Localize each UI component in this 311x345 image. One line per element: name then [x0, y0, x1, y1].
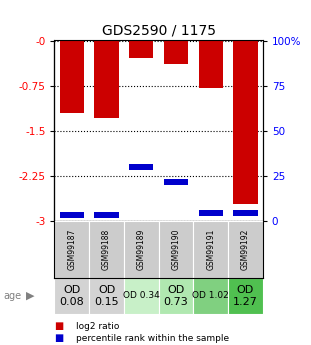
Text: GSM99191: GSM99191 — [206, 229, 215, 270]
Text: percentile rank within the sample: percentile rank within the sample — [76, 334, 229, 343]
Bar — [129, 164, 153, 170]
Text: GSM99189: GSM99189 — [137, 229, 146, 270]
Bar — [193, 278, 228, 314]
Bar — [124, 221, 159, 278]
Text: ▶: ▶ — [26, 291, 35, 301]
Bar — [94, 41, 119, 118]
Bar — [60, 41, 84, 113]
Bar — [228, 221, 263, 278]
Bar — [129, 41, 153, 58]
Text: ■: ■ — [54, 333, 64, 343]
Text: GSM99188: GSM99188 — [102, 229, 111, 270]
Text: GSM99190: GSM99190 — [171, 228, 180, 270]
Bar — [164, 41, 188, 64]
Bar — [198, 41, 223, 88]
Text: age: age — [3, 291, 21, 301]
Bar — [89, 278, 124, 314]
Bar — [159, 221, 193, 278]
Bar — [124, 278, 159, 314]
Bar — [164, 179, 188, 185]
Bar — [89, 221, 124, 278]
Bar — [198, 210, 223, 216]
Title: GDS2590 / 1175: GDS2590 / 1175 — [102, 23, 216, 38]
Text: OD
0.73: OD 0.73 — [164, 285, 188, 307]
Bar — [54, 278, 89, 314]
Bar — [228, 278, 263, 314]
Bar — [233, 41, 258, 204]
Bar — [54, 221, 89, 278]
Text: OD
0.15: OD 0.15 — [94, 285, 119, 307]
Bar — [193, 221, 228, 278]
Bar — [159, 278, 193, 314]
Bar — [60, 212, 84, 217]
Text: OD
1.27: OD 1.27 — [233, 285, 258, 307]
Text: log2 ratio: log2 ratio — [76, 322, 119, 331]
Text: GSM99187: GSM99187 — [67, 229, 76, 270]
Text: ■: ■ — [54, 321, 64, 331]
Text: OD 1.02: OD 1.02 — [192, 291, 229, 300]
Bar — [94, 212, 119, 217]
Text: OD 0.34: OD 0.34 — [123, 291, 160, 300]
Text: OD
0.08: OD 0.08 — [59, 285, 84, 307]
Bar — [233, 210, 258, 216]
Text: GSM99192: GSM99192 — [241, 229, 250, 270]
